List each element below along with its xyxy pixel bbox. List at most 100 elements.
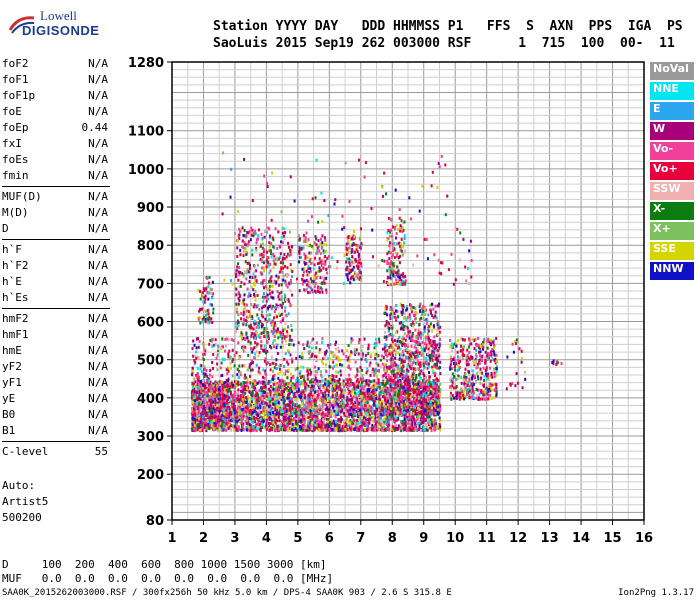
echo-point bbox=[335, 370, 338, 374]
echo-point bbox=[372, 426, 375, 429]
echo-point bbox=[286, 396, 289, 400]
echo-point bbox=[280, 395, 282, 399]
echo-point bbox=[265, 428, 268, 431]
echo-point bbox=[401, 426, 404, 430]
echo-point bbox=[353, 428, 356, 432]
echo-point bbox=[262, 384, 265, 388]
echo-point bbox=[416, 360, 419, 364]
echo-point bbox=[234, 418, 237, 422]
echo-point bbox=[385, 419, 388, 423]
echo-point bbox=[246, 378, 249, 382]
echo-point bbox=[249, 429, 252, 433]
echo-point bbox=[366, 413, 369, 416]
param-value: N/A bbox=[88, 243, 108, 256]
echo-point bbox=[336, 421, 339, 425]
echo-point bbox=[263, 395, 266, 399]
echo-point bbox=[247, 419, 249, 423]
echo-point bbox=[354, 375, 357, 379]
echo-point bbox=[316, 396, 319, 400]
echo-point bbox=[297, 427, 299, 431]
echo-point bbox=[227, 355, 230, 359]
echo-point bbox=[335, 401, 338, 405]
param-label: B1 bbox=[2, 424, 16, 437]
echo-point bbox=[386, 427, 389, 431]
echo-point bbox=[333, 386, 336, 390]
echo-point bbox=[247, 394, 249, 398]
echo-point bbox=[272, 342, 274, 345]
echo-point bbox=[275, 405, 278, 408]
echo-point bbox=[272, 421, 275, 425]
echo-point bbox=[377, 381, 380, 385]
echo-point bbox=[386, 416, 389, 420]
echo-point bbox=[238, 369, 241, 373]
echo-point bbox=[309, 372, 312, 376]
echo-point bbox=[290, 357, 293, 361]
echo-point bbox=[239, 402, 242, 406]
echo-point bbox=[373, 424, 376, 427]
echo-point bbox=[333, 414, 336, 417]
echo-point bbox=[429, 392, 432, 396]
echo-point bbox=[208, 394, 211, 398]
echo-point bbox=[251, 425, 254, 429]
param-row: foF1p N/A bbox=[2, 88, 110, 104]
echo-point bbox=[309, 409, 311, 413]
echo-point bbox=[383, 417, 386, 421]
echo-point bbox=[230, 424, 233, 428]
echo-point bbox=[298, 408, 301, 411]
echo-point bbox=[374, 417, 377, 421]
echo-point bbox=[428, 371, 431, 374]
echo-point bbox=[314, 378, 317, 382]
echo-point bbox=[428, 415, 431, 419]
echo-point bbox=[344, 421, 347, 425]
echo-point bbox=[278, 392, 281, 396]
echo-point bbox=[351, 414, 354, 417]
echo-point bbox=[271, 387, 274, 391]
echo-point bbox=[327, 403, 329, 406]
echo-point bbox=[381, 413, 384, 417]
echo-point bbox=[415, 392, 417, 396]
echo-point bbox=[205, 386, 208, 390]
param-row: hmE N/A bbox=[2, 343, 110, 359]
echo-point bbox=[242, 428, 245, 432]
echo-point bbox=[363, 401, 366, 405]
echo-point bbox=[300, 356, 303, 360]
echo-point bbox=[427, 415, 430, 419]
echo-point bbox=[252, 379, 255, 383]
echo-point bbox=[246, 386, 248, 390]
echo-point bbox=[350, 340, 353, 344]
echo-point bbox=[439, 388, 442, 391]
echo-point bbox=[328, 396, 331, 400]
echo-point bbox=[234, 399, 237, 403]
echo-point bbox=[300, 419, 302, 423]
echo-point bbox=[290, 418, 293, 422]
echo-point bbox=[277, 428, 280, 432]
echo-point bbox=[335, 356, 338, 360]
echo-point bbox=[336, 412, 339, 416]
echo-point bbox=[318, 398, 321, 402]
echo-point bbox=[308, 395, 311, 399]
echo-point bbox=[328, 407, 331, 411]
echo-point bbox=[192, 428, 194, 432]
echo-point bbox=[247, 414, 250, 417]
echo-point bbox=[319, 370, 322, 374]
echo-point bbox=[345, 355, 348, 358]
echo-point bbox=[338, 425, 341, 429]
echo-point bbox=[438, 423, 441, 426]
echo-point bbox=[346, 402, 349, 406]
echo-point bbox=[393, 429, 396, 432]
echo-point bbox=[279, 393, 282, 397]
echo-point bbox=[284, 339, 287, 343]
echo-point bbox=[302, 421, 305, 425]
echo-point bbox=[327, 424, 330, 428]
echo-point bbox=[286, 348, 289, 352]
echo-point bbox=[362, 377, 364, 381]
echo-point bbox=[340, 402, 343, 405]
echo-point bbox=[411, 421, 414, 424]
echo-point bbox=[238, 400, 241, 403]
echo-point bbox=[329, 396, 332, 400]
echo-point bbox=[297, 341, 300, 345]
echo-point bbox=[254, 381, 257, 385]
echo-point bbox=[255, 363, 258, 367]
echo-point bbox=[353, 350, 356, 354]
echo-point bbox=[259, 381, 262, 385]
